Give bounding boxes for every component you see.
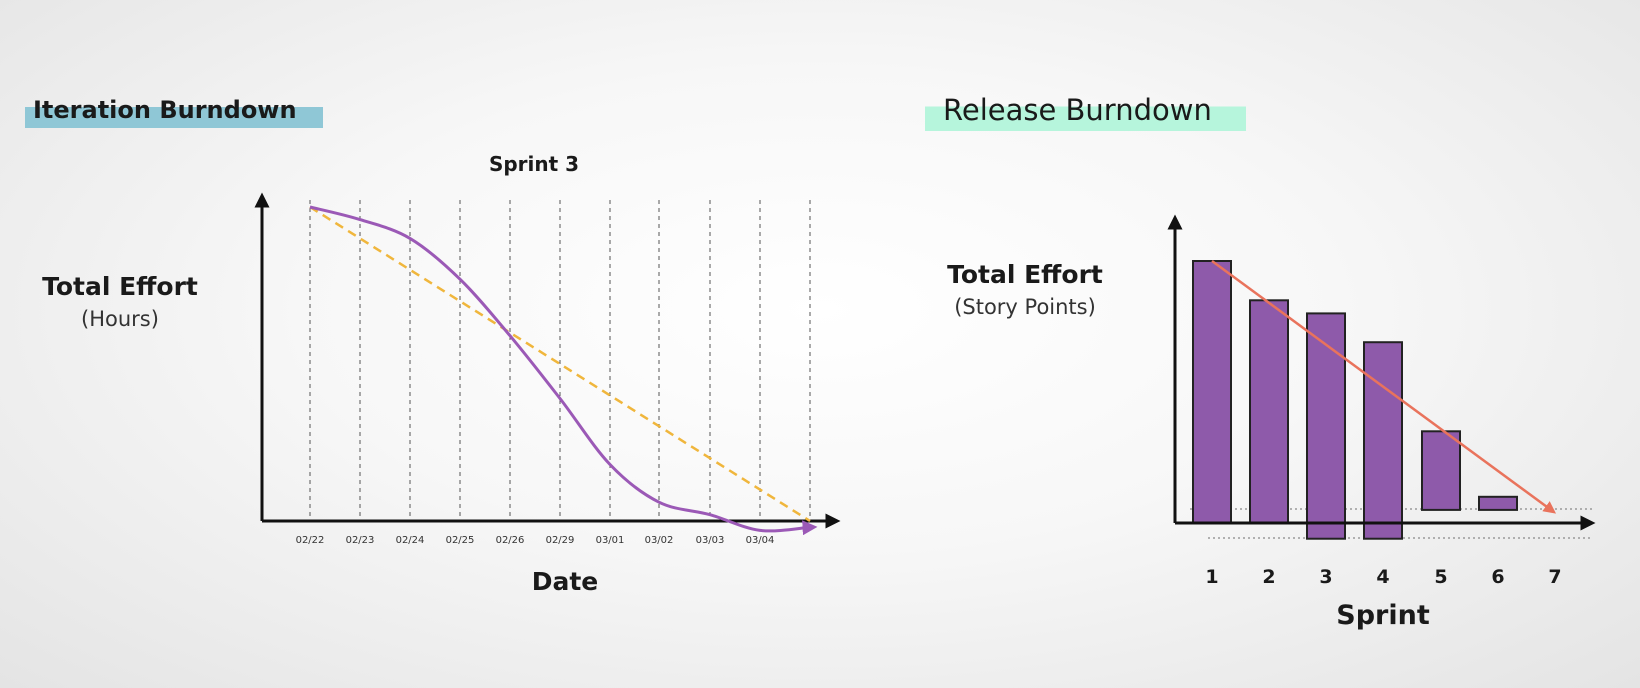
- release-x-tick-label: 3: [1319, 566, 1332, 588]
- iteration-x-tick-label: 02/26: [496, 535, 525, 546]
- release-x-tick-label: 1: [1205, 566, 1218, 588]
- release-bar: [1363, 341, 1403, 540]
- iteration-gridlines: [309, 200, 811, 521]
- iteration-x-tick-label: 03/02: [645, 535, 674, 546]
- release-bar: [1478, 495, 1518, 511]
- iteration-x-tick-label: 02/24: [396, 535, 425, 546]
- release-x-tick-label: 5: [1434, 566, 1447, 588]
- release-bar: [1306, 312, 1346, 540]
- release-bar: [1192, 260, 1232, 524]
- release-bar: [1421, 430, 1461, 511]
- release-y-axis-title: Total Effort (Story Points): [940, 260, 1110, 319]
- release-x-tick-labels: 1 2 3 4 5 6 7: [1205, 566, 1561, 588]
- iteration-burndown-heading: Iteration Burndown: [25, 92, 323, 128]
- release-x-tick-label: 2: [1262, 566, 1275, 588]
- iteration-actual-line: [309, 205, 818, 536]
- iteration-y-axis-unit: (Hours): [81, 307, 159, 331]
- iteration-y-axis-label: Total Effort: [42, 272, 198, 301]
- release-x-tick-label: 6: [1491, 566, 1504, 588]
- iteration-ideal-line: [309, 205, 811, 523]
- release-bar: [1249, 299, 1289, 524]
- iteration-x-tick-label: 03/03: [696, 535, 725, 546]
- iteration-x-tick-label: 03/04: [746, 535, 775, 546]
- iteration-x-tick-label: 02/23: [346, 535, 375, 546]
- release-y-axis-unit: (Story Points): [954, 295, 1096, 319]
- release-burndown-heading: Release Burndown: [925, 90, 1246, 131]
- release-y-axis-label: Total Effort: [947, 260, 1103, 289]
- release-x-tick-label: 7: [1548, 566, 1561, 588]
- iteration-x-tick-label: 02/29: [546, 535, 575, 546]
- iteration-x-tick-label: 02/22: [296, 535, 325, 546]
- release-x-axis-title: Sprint: [1336, 600, 1430, 631]
- release-x-tick-label: 4: [1376, 566, 1389, 588]
- iteration-x-axis-title: Date: [532, 567, 599, 596]
- iteration-x-tick-labels: 02/22 02/23 02/24 02/25 02/26 02/29 03/01 03/02…: [296, 535, 775, 546]
- iteration-x-tick-label: 03/01: [596, 535, 625, 546]
- iteration-x-tick-label: 02/25: [446, 535, 475, 546]
- iteration-chart-title: Sprint 3: [489, 152, 579, 176]
- release-bars: [1192, 260, 1518, 540]
- release-trend-line: [1211, 259, 1557, 514]
- iteration-y-axis-title: Total Effort (Hours): [40, 272, 200, 331]
